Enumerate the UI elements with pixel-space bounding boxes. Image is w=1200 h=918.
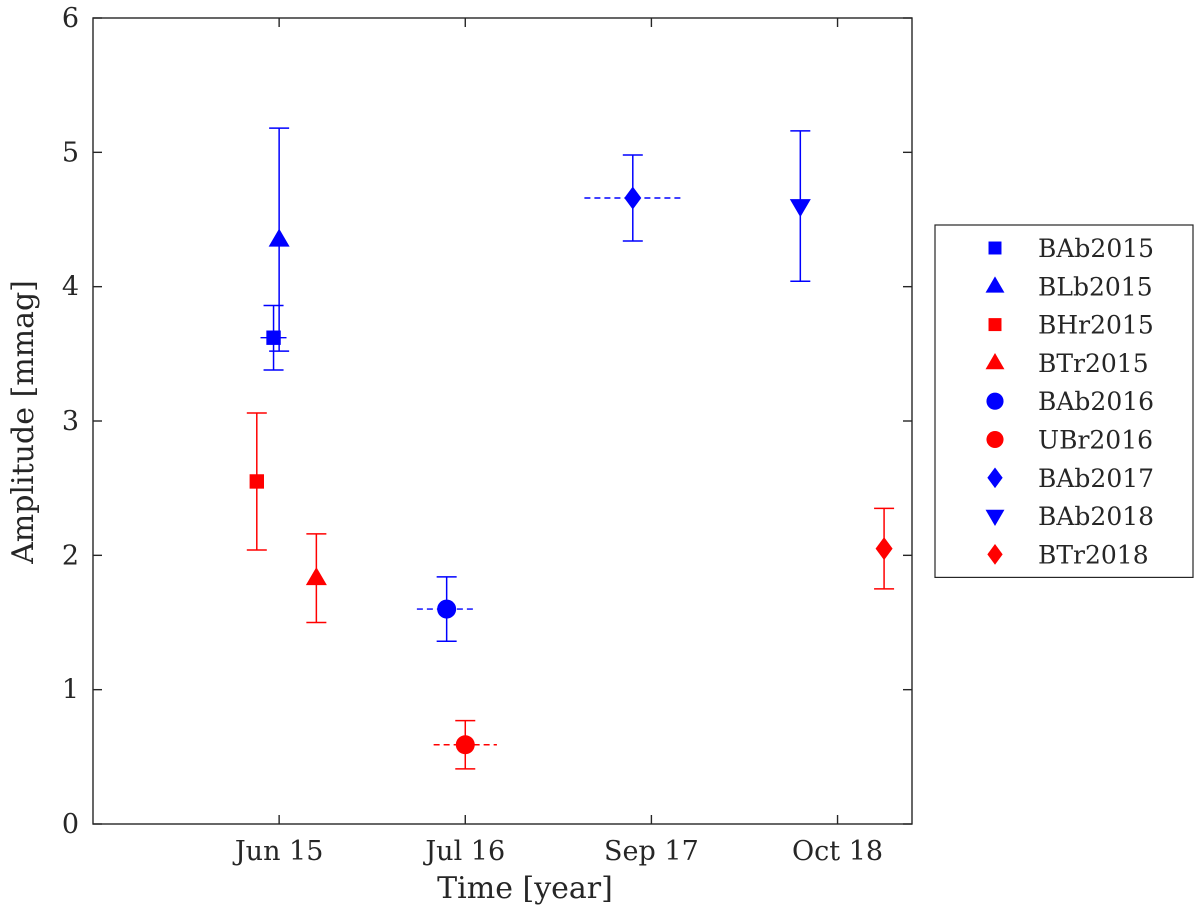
legend-label: BTr2018: [1038, 540, 1149, 569]
legend-item: BAb2015: [988, 234, 1154, 263]
legend-label: BAb2015: [1038, 234, 1154, 263]
data-point-square: [266, 330, 281, 345]
y-tick-label: 2: [62, 540, 79, 571]
legend-marker-triangle-up: [985, 276, 1005, 293]
y-tick-label: 1: [62, 675, 79, 706]
legend-marker-circle: [986, 430, 1004, 449]
series-bhr2015: [246, 412, 267, 551]
series-bab2018: [789, 130, 811, 283]
x-axis-ticks: Jun 15 Jul 16 Sep 17 Oct 18: [232, 18, 883, 867]
y-axis-label: Amplitude [mmag]: [6, 280, 41, 565]
series-layer: [246, 127, 895, 770]
data-point-triangle-up: [268, 228, 290, 247]
legend-label: UBr2016: [1038, 426, 1153, 455]
legend-item: BTr2015: [985, 349, 1149, 378]
data-point-diamond: [624, 186, 642, 210]
legend-marker-diamond: [987, 467, 1003, 489]
legend-item: BAb2017: [987, 464, 1154, 493]
y-axis-ticks: 0 1 2 3 4 5 6: [62, 3, 912, 840]
series-btr2015: [305, 533, 327, 624]
series-ubr2016: [433, 719, 497, 770]
y-tick-label: 5: [62, 137, 79, 168]
series-btr2018: [874, 507, 895, 590]
data-point-circle: [437, 599, 457, 619]
legend: BAb2015 BLb2015 BHr2015 BTr2015 BAb2016 UBr20…: [934, 224, 1194, 578]
legend-marker-square: [988, 241, 1002, 255]
series-bab2017: [584, 154, 682, 242]
x-axis-label: Time [year]: [437, 871, 613, 906]
series-bab2016: [416, 576, 477, 643]
axes-box: [92, 17, 913, 825]
legend-marker-diamond: [987, 544, 1003, 565]
legend-item: BTr2018: [987, 540, 1149, 569]
legend-label: BAb2018: [1038, 502, 1154, 531]
legend-marker-circle: [986, 392, 1004, 410]
legend-item: BHr2015: [988, 311, 1154, 340]
data-point-circle: [455, 735, 475, 755]
legend-item: BAb2018: [985, 502, 1154, 531]
legend-marker-triangle-up: [985, 353, 1005, 370]
series-blb2015: [268, 127, 290, 352]
legend-item: BLb2015: [985, 272, 1153, 301]
legend-marker-square: [988, 318, 1002, 332]
y-tick-label: 4: [62, 272, 79, 303]
y-tick-label: 0: [62, 809, 79, 840]
data-point-triangle-up: [305, 567, 327, 586]
x-tick-label: Oct 18: [792, 836, 883, 867]
legend-label: BLb2015: [1038, 272, 1153, 301]
data-point-triangle-down: [789, 199, 811, 218]
legend-marker-triangle-down: [985, 509, 1005, 526]
legend-item: UBr2016: [986, 426, 1153, 455]
legend-item: BAb2016: [986, 387, 1154, 416]
legend-label: BHr2015: [1038, 311, 1154, 340]
y-tick-label: 6: [62, 3, 79, 34]
x-tick-label: Jul 16: [422, 836, 505, 867]
x-tick-label: Jun 15: [232, 836, 324, 867]
data-point-square: [249, 474, 264, 489]
x-tick-label: Sep 17: [604, 836, 699, 867]
legend-label: BAb2016: [1038, 387, 1154, 416]
legend-box: [934, 224, 1194, 578]
legend-label: BTr2015: [1038, 349, 1149, 378]
legend-label: BAb2017: [1038, 464, 1154, 493]
data-point-diamond: [875, 537, 893, 561]
y-tick-label: 3: [62, 406, 79, 437]
plot-area: [92, 17, 913, 825]
series-bab2015: [260, 304, 287, 371]
